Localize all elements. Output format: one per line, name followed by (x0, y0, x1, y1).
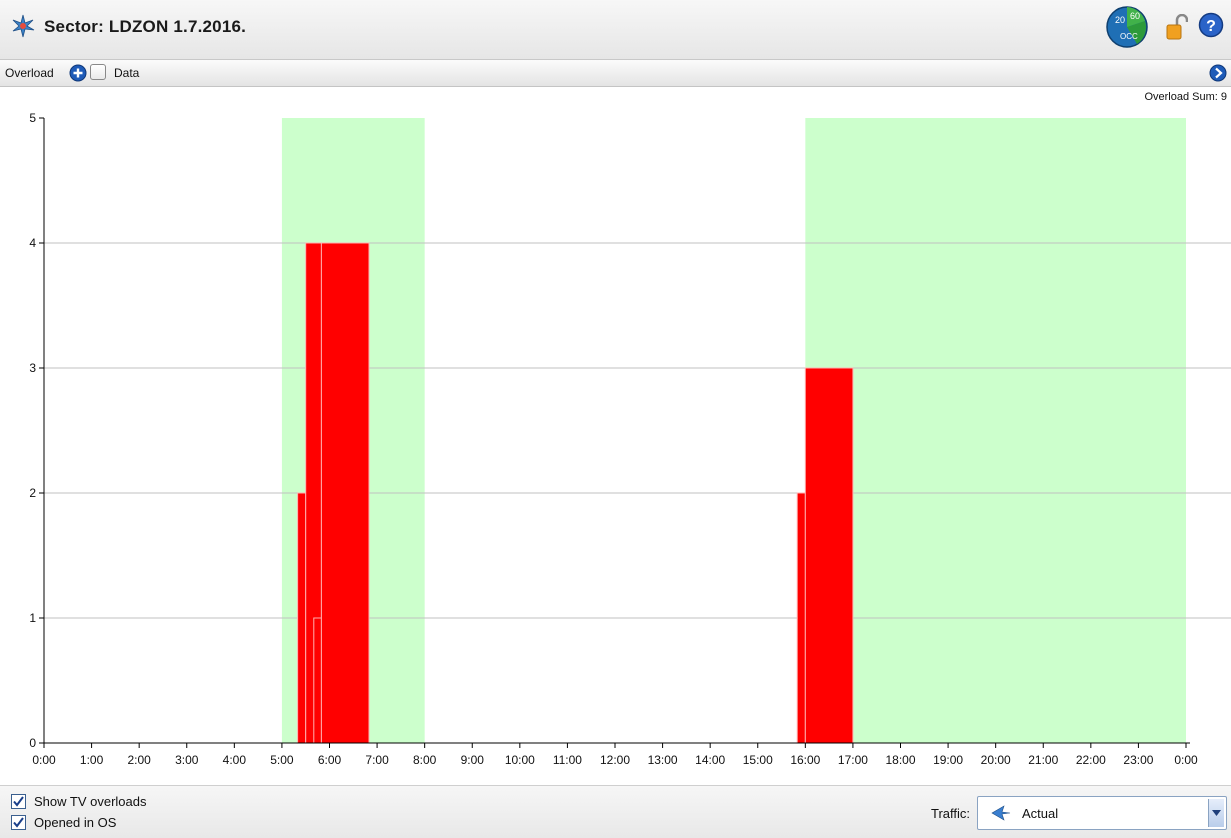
y-tick-label: 1 (29, 611, 36, 625)
traffic-dropdown-button[interactable] (1208, 799, 1224, 827)
overload-bar-3 (320, 242, 370, 744)
add-overload-icon[interactable] (69, 64, 87, 82)
x-tick-label: 5:00 (270, 753, 294, 767)
overload-chart: Overload Sum: 9 0 1 2 3 4 5 0:00 1:00 2:00 3:00 4:… (0, 87, 1231, 785)
x-tick-label: 20:00 (981, 753, 1011, 767)
show-tv-overloads-label: Show TV overloads (34, 794, 147, 809)
x-tick-label: 18:00 (885, 753, 915, 767)
unlock-icon[interactable] (1166, 14, 1188, 40)
traffic-value: Actual (1022, 806, 1059, 821)
overload-chart-svg: 0 1 2 3 4 5 0:00 1:00 2:00 3:00 4:00 5:00 6:00 7:00 8:… (29, 111, 1231, 767)
data-label: Data (114, 66, 140, 80)
overload-bar-5 (804, 367, 854, 744)
x-tick-label: 22:00 (1076, 753, 1106, 767)
y-tick-label: 2 (29, 486, 36, 500)
x-tick-label: 7:00 (365, 753, 389, 767)
opened-in-os-checkbox[interactable] (11, 815, 26, 830)
opened-in-os-label: Opened in OS (34, 815, 117, 830)
overload-bar-0 (297, 492, 307, 744)
x-tick-label: 21:00 (1028, 753, 1058, 767)
traffic-plane-icon (991, 805, 1011, 821)
x-tick-label: 19:00 (933, 753, 963, 767)
chevron-down-icon (1212, 810, 1221, 816)
overload-sum: Overload Sum: 9 (1144, 91, 1227, 103)
x-tick-label: 14:00 (695, 753, 725, 767)
x-tick-label: 0:00 (1174, 753, 1198, 767)
x-tick-label: 11:00 (553, 753, 582, 767)
show-tv-overloads-checkbox[interactable] (11, 794, 26, 809)
overload-bar-2 (313, 617, 322, 744)
sector-star-icon (12, 14, 35, 38)
x-tick-label: 0:00 (32, 753, 56, 767)
x-tick-label: 10:00 (505, 753, 535, 767)
help-icon[interactable]: ? (1198, 12, 1224, 38)
x-tick-label: 1:00 (80, 753, 104, 767)
page-title: Sector: LDZON 1.7.2016. (44, 17, 247, 36)
x-tick-label: 3:00 (175, 753, 199, 767)
overload-bar-4 (796, 492, 806, 744)
svg-text:?: ? (1206, 18, 1216, 35)
y-tick-label: 5 (29, 111, 36, 125)
x-tick-label: 9:00 (461, 753, 485, 767)
x-tick-label: 8:00 (413, 753, 437, 767)
svg-text:20: 20 (1115, 15, 1125, 25)
x-tick-label: 15:00 (743, 753, 773, 767)
y-tick-label: 0 (29, 736, 36, 750)
next-arrow-icon[interactable] (1209, 64, 1227, 82)
x-tick-label: 23:00 (1123, 753, 1153, 767)
traffic-select[interactable]: Actual (977, 796, 1227, 830)
y-tick-label: 3 (29, 361, 36, 375)
svg-text:OCC: OCC (1120, 32, 1138, 41)
background-period-1 (805, 118, 1186, 743)
traffic-label: Traffic: (931, 806, 971, 821)
checkmark-icon (13, 817, 24, 828)
x-tick-label: 2:00 (127, 753, 151, 767)
x-tick-label: 6:00 (318, 753, 342, 767)
svg-text:60: 60 (1130, 11, 1140, 21)
data-checkbox[interactable] (90, 64, 106, 80)
chart-toolbar: Overload Data (0, 60, 1231, 87)
occ-toggle-icon[interactable]: 20 60 OCC (1105, 5, 1149, 49)
checkmark-icon (13, 796, 24, 807)
x-tick-label: 4:00 (223, 753, 247, 767)
overload-label: Overload (5, 66, 54, 80)
x-tick-label: 16:00 (790, 753, 820, 767)
bottom-bar: Show TV overloads Opened in OS Traffic: … (0, 785, 1231, 838)
x-tick-label: 12:00 (600, 753, 630, 767)
x-tick-label: 13:00 (648, 753, 678, 767)
y-tick-label: 4 (29, 236, 36, 250)
title-bar: Sector: LDZON 1.7.2016. 20 60 OCC ? (0, 0, 1231, 60)
x-tick-label: 17:00 (838, 753, 868, 767)
